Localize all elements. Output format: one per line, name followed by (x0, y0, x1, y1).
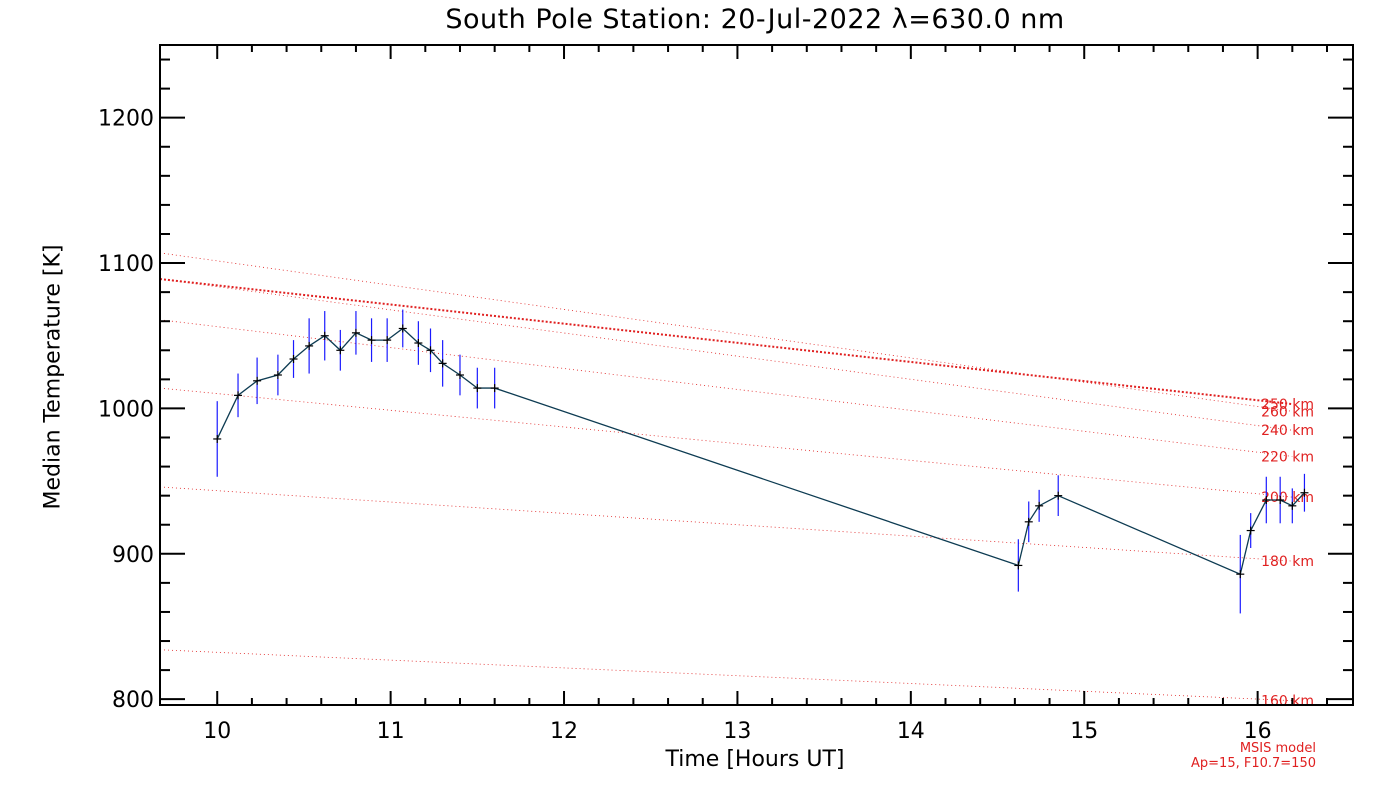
y-tick-label: 1100 (98, 252, 154, 277)
x-tick-label: 16 (1244, 719, 1272, 744)
data-point (273, 371, 282, 379)
data-point (1276, 496, 1285, 505)
x-tick-label: 15 (1070, 719, 1098, 744)
data-point (490, 384, 499, 393)
msis-model-layer: 160 km 180 km 200 km 220 km 240 km 250 km260 … (159, 252, 1314, 710)
model-line-4 (159, 278, 1293, 431)
y-tick-label: 800 (112, 688, 154, 713)
model-line-0 (159, 649, 1293, 702)
data-point (1236, 570, 1245, 579)
model-line-label-2: 200 km (1261, 490, 1314, 506)
data-point (398, 324, 407, 333)
data-point (1262, 496, 1271, 505)
data-point (320, 331, 329, 340)
data-point (414, 339, 423, 348)
data-point (473, 384, 482, 393)
y-tick-label: 1000 (98, 397, 154, 422)
model-line-label-6: 260 km (1261, 404, 1314, 420)
data-point (305, 341, 314, 350)
data-point (351, 328, 360, 337)
data-point (426, 346, 435, 355)
data-point (383, 336, 392, 345)
x-tick-label: 11 (377, 719, 405, 744)
data-point (1054, 491, 1063, 500)
data-point (1246, 526, 1255, 535)
data-point (253, 376, 262, 385)
series-line-0 (216, 327, 1305, 576)
model-line-label-3: 220 km (1261, 449, 1314, 465)
y-axis-label: Median Temperature [K] (40, 244, 66, 510)
model-line-6 (159, 252, 1293, 412)
data-layer (213, 309, 1309, 614)
data-point (1014, 561, 1023, 570)
data-point (336, 346, 345, 355)
y-tick-label: 900 (112, 543, 154, 568)
x-tick-label: 14 (897, 719, 925, 744)
data-point (1035, 501, 1044, 510)
model-note-name: MSIS model (1239, 741, 1316, 756)
chart-title: South Pole Station: 20-Jul-2022 λ=630.0 … (445, 4, 1065, 35)
plot-frame (159, 44, 1354, 706)
data-point (367, 336, 376, 345)
x-axis-label: Time [Hours UT] (665, 747, 845, 772)
model-line-label-0: 160 km (1261, 694, 1314, 710)
x-tick-label: 13 (723, 719, 751, 744)
model-line-5 (159, 278, 1293, 406)
data-point (289, 355, 298, 364)
data-point (1300, 488, 1309, 497)
model-line-2 (159, 387, 1293, 498)
data-point (213, 434, 222, 443)
model-line-label-1: 180 km (1261, 554, 1314, 570)
model-note-params: Ap=15, F10.7=150 (1191, 756, 1316, 771)
y-tick-label: 1200 (98, 107, 154, 132)
data-point (1024, 517, 1033, 526)
data-point (1288, 501, 1297, 510)
data-point (438, 359, 447, 368)
data-point (455, 371, 464, 379)
x-tick-label: 12 (550, 719, 578, 744)
data-point (234, 391, 243, 400)
model-line-label-5: 250 km (1261, 397, 1314, 413)
x-tick-label: 10 (203, 719, 231, 744)
axis-layer: 10 11 12 13 14 15 16 800 900 1000 1100 1200 (98, 44, 1354, 744)
model-line-label-4: 240 km (1261, 423, 1314, 439)
